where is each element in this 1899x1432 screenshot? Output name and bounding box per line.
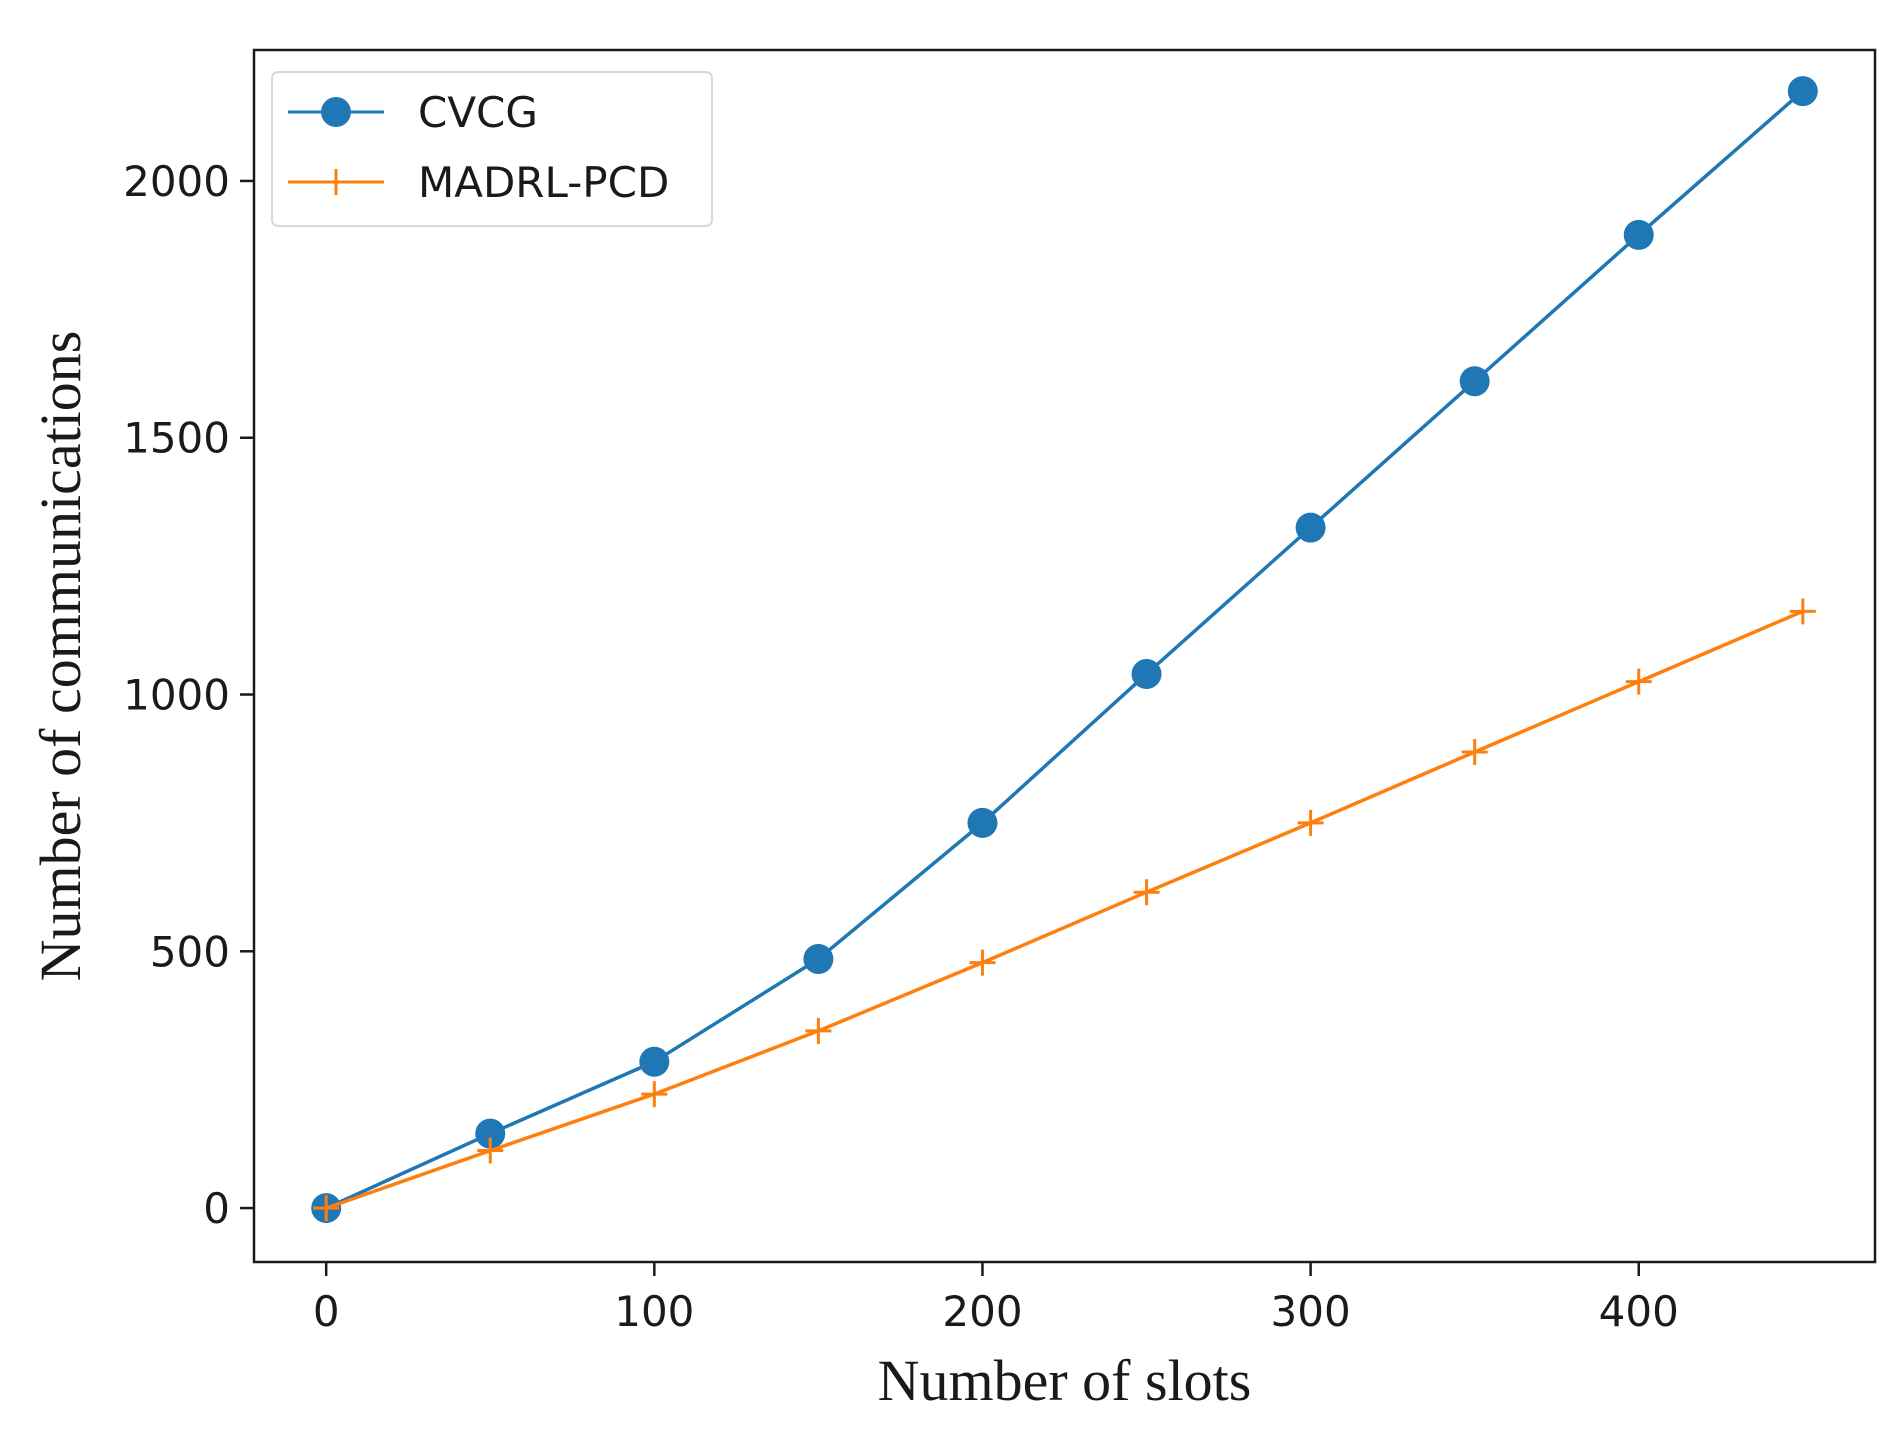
plot-frame xyxy=(252,48,1877,1264)
data-point-cvcg xyxy=(1459,366,1490,397)
x-tick-label: 0 xyxy=(313,1287,340,1336)
data-point-cvcg xyxy=(1623,219,1654,250)
legend-entry-cvcg: CVCG xyxy=(288,88,538,137)
x-tick-label: 100 xyxy=(614,1287,694,1336)
series-layer xyxy=(311,76,1818,1224)
y-tick-label: 2000 xyxy=(123,157,230,206)
y-tick-label: 1500 xyxy=(123,414,230,463)
legend-marker-circle xyxy=(321,97,351,127)
data-point-madrl-pcd xyxy=(969,949,996,976)
x-tick-label: 300 xyxy=(1271,1287,1351,1336)
series-line-madrl-pcd xyxy=(325,609,1804,1210)
data-point-cvcg xyxy=(1787,76,1818,107)
y-axis-title: Number of communications xyxy=(28,331,93,982)
data-point-madrl-pcd xyxy=(1625,668,1652,695)
legend-label-madrl-pcd: MADRL-PCD xyxy=(418,158,669,207)
legend-marker-plus xyxy=(323,169,349,195)
data-point-cvcg xyxy=(1295,512,1326,543)
data-point-cvcg xyxy=(639,1046,670,1077)
data-point-madrl-pcd xyxy=(1461,739,1488,766)
data-point-cvcg xyxy=(967,807,998,838)
x-tick-label: 200 xyxy=(942,1287,1022,1336)
data-point-madrl-pcd xyxy=(1297,809,1324,836)
x-axis-title: Number of slots xyxy=(878,1348,1252,1413)
data-point-cvcg xyxy=(803,944,834,974)
data-point-madrl-pcd xyxy=(477,1137,504,1164)
series-line-cvcg xyxy=(325,89,1804,1210)
legend: CVCG MADRL-PCD xyxy=(271,71,713,227)
y-axis: 0 500 1000 1500 2000 xyxy=(123,157,254,1233)
y-tick-label: 1000 xyxy=(123,671,230,720)
legend-entry-madrl-pcd: MADRL-PCD xyxy=(288,158,669,207)
data-point-madrl-pcd xyxy=(1133,879,1160,906)
data-point-madrl-pcd xyxy=(805,1017,832,1044)
data-point-madrl-pcd xyxy=(1789,598,1816,625)
x-tick-label: 400 xyxy=(1599,1287,1679,1336)
y-tick-label: 0 xyxy=(203,1184,230,1233)
data-point-madrl-pcd xyxy=(641,1081,668,1108)
data-point-cvcg xyxy=(1131,658,1162,689)
x-axis: 0 100 200 300 400 xyxy=(313,1262,1679,1336)
data-point-madrl-pcd xyxy=(313,1195,340,1222)
data-point-cvcg xyxy=(475,1118,506,1149)
legend-label-cvcg: CVCG xyxy=(418,88,538,137)
y-tick-label: 500 xyxy=(150,927,230,976)
